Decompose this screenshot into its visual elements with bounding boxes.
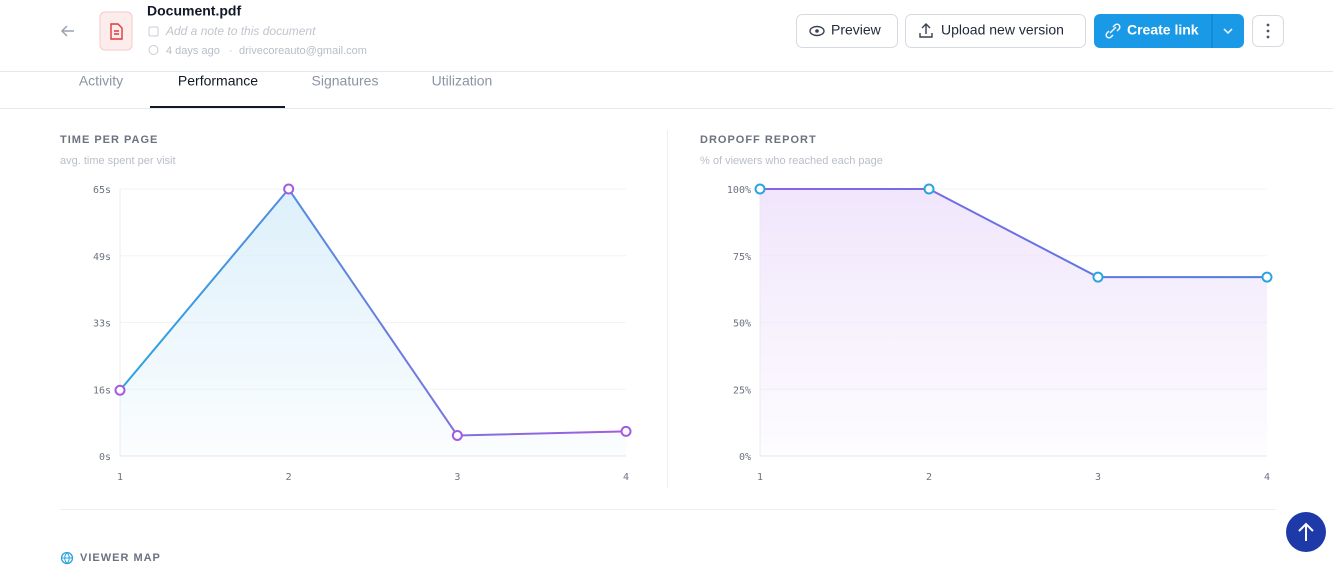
point-marker (1261, 271, 1273, 283)
x-tick-label: 2 (926, 472, 932, 483)
preview-button[interactable] (796, 14, 898, 48)
point-marker (451, 429, 463, 441)
pdf-glyph (110, 23, 123, 40)
tab[interactable]: Utilization (432, 73, 493, 89)
upload-icon (919, 23, 933, 38)
create-link-button[interactable] (1094, 14, 1244, 48)
point-marker (620, 425, 632, 437)
y-tick-label: 49s (93, 252, 111, 263)
y-tick-label: 33s (93, 319, 111, 330)
chart-title: TIME PER PAGE (60, 134, 158, 146)
y-tick-label: 25% (733, 385, 751, 396)
back-button[interactable] (60, 25, 74, 37)
dot (1266, 35, 1270, 39)
eye-icon (809, 25, 825, 37)
line (760, 188, 1267, 279)
area (120, 189, 626, 456)
chart-subtitle: % of viewers who reached each page (700, 155, 883, 167)
y-tick-label: 65s (93, 185, 111, 196)
x-tick-label: 3 (454, 472, 460, 483)
x-tick-label: 1 (117, 472, 123, 483)
clock-icon (148, 45, 159, 55)
tab-underline (150, 106, 285, 108)
tab[interactable]: Activity (79, 73, 123, 89)
y-tick-label: 75% (733, 252, 751, 263)
dot (1266, 29, 1270, 33)
point-marker (754, 183, 766, 195)
y-tick-label: 0s (99, 452, 111, 463)
document-title: Document.pdf (147, 3, 241, 19)
preview-label: Preview (831, 22, 882, 38)
point-marker (923, 183, 935, 195)
point-marker (114, 384, 126, 396)
x-tick-label: 3 (1095, 472, 1101, 483)
point-marker (283, 183, 295, 195)
tab[interactable]: Signatures (312, 73, 379, 89)
y-tick-label: 16s (93, 385, 111, 396)
link-icon (1105, 23, 1121, 39)
area (760, 189, 1267, 456)
line (119, 187, 627, 437)
tab[interactable]: Performance (178, 73, 258, 89)
dropdown-chevron[interactable] (1223, 28, 1233, 35)
upload-button[interactable] (905, 14, 1086, 48)
note-icon (148, 26, 159, 37)
x-tick-label: 2 (286, 472, 292, 483)
upload-label: Upload new version (941, 22, 1064, 38)
chart-title: DROPOFF REPORT (700, 134, 817, 146)
arrow-up-icon (1298, 522, 1314, 541)
viewer-map-title: VIEWER MAP (80, 552, 161, 564)
y-tick-label: 0% (739, 452, 751, 463)
y-tick-label: 50% (733, 319, 751, 330)
owner-email: drivecoreauto@gmail.com (239, 45, 367, 57)
y-tick-label: 100% (727, 185, 751, 196)
create-link-label: Create link (1127, 22, 1199, 38)
x-tick-label: 4 (1264, 472, 1270, 483)
separator: · (229, 45, 233, 57)
note-input[interactable]: Add a note to this document (165, 24, 316, 38)
x-tick-label: 1 (757, 472, 763, 483)
dot (1266, 23, 1270, 27)
globe-lines (61, 552, 73, 565)
point-marker (1092, 271, 1104, 283)
x-tick-label: 4 (623, 472, 629, 483)
chart-subtitle: avg. time spent per visit (60, 155, 176, 167)
time-ago: 4 days ago (166, 45, 220, 57)
eye-pupil (815, 29, 819, 33)
